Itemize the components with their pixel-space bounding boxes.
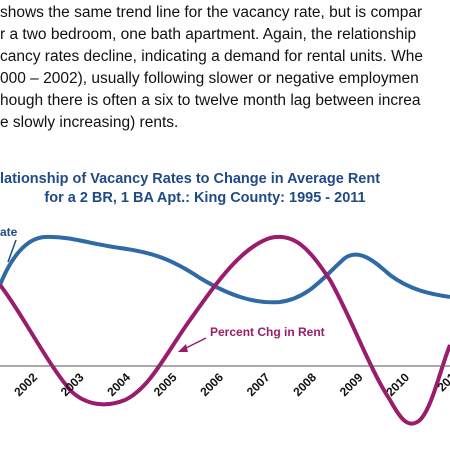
text-line: r a two bedroom, one bath apartment. Aga…	[0, 26, 417, 43]
series-label: ate	[0, 225, 18, 239]
x-label: 2002	[11, 370, 40, 399]
rent-curve	[0, 234, 450, 426]
x-label: 2010	[383, 370, 412, 399]
x-label: 2008	[290, 370, 319, 399]
x-label: 2007	[244, 370, 273, 399]
x-label: 2004	[104, 370, 133, 399]
label-arrow	[7, 239, 17, 263]
text-line: shows the same trend line for the vacanc…	[0, 4, 423, 21]
text-line: cancy rates decline, indicating a demand…	[0, 48, 424, 65]
vacancy-curve	[0, 234, 450, 305]
text-line: e slowly increasing) rents.	[0, 114, 179, 131]
arrow-head	[178, 344, 188, 352]
figure-title: for a 2 BR, 1 BA Apt.: King County: 1995…	[44, 190, 365, 206]
figure-title: lationship of Vacancy Rates to Change in…	[0, 171, 380, 187]
x-label: 2006	[197, 370, 226, 399]
text-line: 000 – 2002), usually following slower or…	[0, 70, 419, 87]
series-label: Percent Chg in Rent	[210, 325, 325, 339]
text-line: hough there is often a six to twelve mon…	[0, 92, 421, 109]
x-label: 2009	[337, 370, 366, 399]
